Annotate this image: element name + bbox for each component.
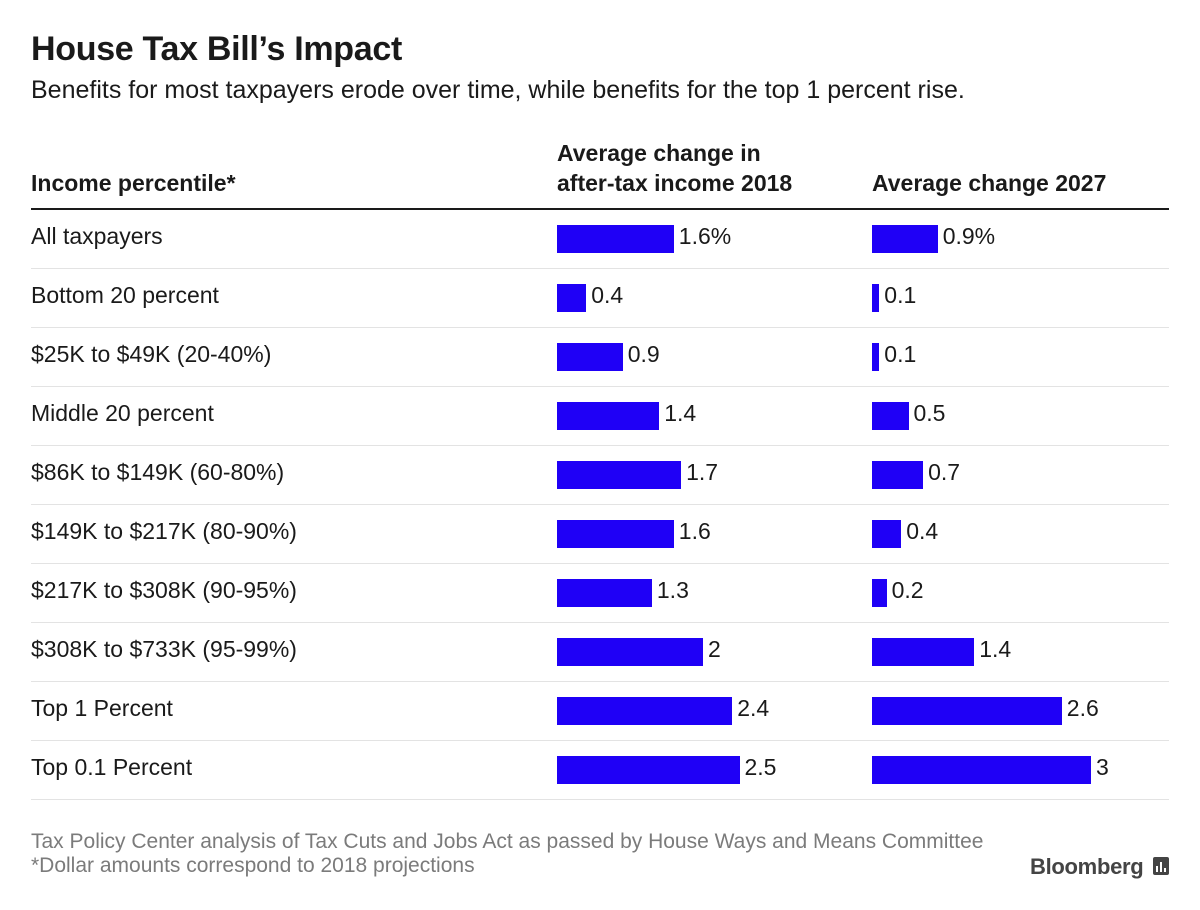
table-row: Middle 20 percent 1.4 0.5 — [31, 387, 1169, 446]
category-label: Middle 20 percent — [31, 400, 214, 426]
category-label: Top 1 Percent — [31, 695, 173, 721]
bar-2027 — [872, 579, 887, 607]
category-label: $25K to $49K (20-40%) — [31, 341, 272, 367]
category-label: $217K to $308K (90-95%) — [31, 577, 297, 603]
value-label-2018: 1.6 — [678, 518, 711, 544]
value-label-2018: 0.4 — [591, 282, 624, 308]
bar-2027 — [872, 697, 1062, 725]
chart-rows: All taxpayers 1.6% 0.9% Bottom 20 percent 0.… — [31, 210, 1169, 800]
value-label-2018: 2.5 — [744, 754, 777, 780]
value-label-2018: 2 — [708, 636, 721, 662]
column-header-income-percentile: Income percentile* — [31, 170, 236, 196]
bloomberg-logo: Bloomberg — [1030, 854, 1144, 879]
bar-2018 — [557, 520, 674, 548]
value-label-2027: 0.7 — [928, 459, 961, 485]
column-header-2027: Average change 2027 — [872, 170, 1107, 196]
table-row: $25K to $49K (20-40%) 0.9 0.1 — [31, 328, 1169, 387]
table-row: All taxpayers 1.6% 0.9% — [31, 210, 1169, 269]
bar-2027 — [872, 225, 938, 253]
bar-2018 — [557, 461, 682, 489]
value-label-2018: 1.3 — [656, 577, 689, 603]
value-label-2027: 2.6 — [1066, 695, 1099, 721]
table-row: $217K to $308K (90-95%) 1.3 0.2 — [31, 564, 1169, 623]
chart-title: House Tax Bill’s Impact — [31, 30, 402, 68]
table-row: Bottom 20 percent 0.4 0.1 — [31, 269, 1169, 328]
table-row: $149K to $217K (80-90%) 1.6 0.4 — [31, 505, 1169, 564]
bar-2018 — [557, 579, 652, 607]
value-label-2027: 0.4 — [906, 518, 939, 544]
bar-2018 — [557, 638, 703, 666]
bar-2018 — [557, 284, 587, 312]
value-label-2018: 2.4 — [737, 695, 770, 721]
footnote: *Dollar amounts correspond to 2018 proje… — [31, 854, 475, 877]
source-note: Tax Policy Center analysis of Tax Cuts a… — [31, 830, 984, 853]
category-label: Bottom 20 percent — [31, 282, 219, 308]
category-label: $86K to $149K (60-80%) — [31, 459, 285, 485]
table-row: $86K to $149K (60-80%) 1.7 0.7 — [31, 446, 1169, 505]
bar-2027 — [872, 756, 1091, 784]
bar-2018 — [557, 225, 674, 253]
category-label: Top 0.1 Percent — [31, 754, 193, 780]
bar-2027 — [872, 461, 924, 489]
bar-2018 — [557, 343, 623, 371]
value-label-2018: 1.7 — [686, 459, 719, 485]
value-label-2018: 1.4 — [664, 400, 697, 426]
value-label-2027: 0.9% — [942, 223, 996, 249]
bar-2027 — [872, 638, 975, 666]
category-label: $308K to $733K (95-99%) — [31, 636, 297, 662]
bar-2027 — [872, 520, 902, 548]
value-label-2027: 3 — [1096, 754, 1109, 780]
table-row: Top 1 Percent 2.4 2.6 — [31, 682, 1169, 741]
value-label-2027: 0.2 — [891, 577, 924, 603]
value-label-2027: 1.4 — [979, 636, 1012, 662]
table-row: $308K to $733K (95-99%) 2 1.4 — [31, 623, 1169, 682]
table-row: Top 0.1 Percent 2.5 3 — [31, 741, 1169, 800]
bloomberg-chart-icon — [1153, 857, 1169, 875]
value-label-2027: 0.5 — [913, 400, 946, 426]
value-label-2018: 1.6% — [678, 223, 732, 249]
header-rule — [31, 208, 1169, 210]
bar-2027 — [872, 402, 909, 430]
category-label: All taxpayers — [31, 223, 163, 249]
value-label-2018: 0.9 — [627, 341, 660, 367]
chart-subtitle: Benefits for most taxpayers erode over t… — [31, 76, 965, 104]
bar-2018 — [557, 756, 740, 784]
column-header-2018: Average change in after-tax income 2018 — [557, 138, 792, 198]
bar-2018 — [557, 697, 733, 725]
value-label-2027: 0.1 — [884, 341, 917, 367]
bar-2027 — [872, 284, 880, 312]
column-header-2018-line1: Average change in — [557, 140, 761, 166]
category-label: $149K to $217K (80-90%) — [31, 518, 297, 544]
bar-2027 — [872, 343, 880, 371]
bar-2018 — [557, 402, 660, 430]
value-label-2027: 0.1 — [884, 282, 917, 308]
column-header-2018-line2: after-tax income 2018 — [557, 170, 793, 196]
